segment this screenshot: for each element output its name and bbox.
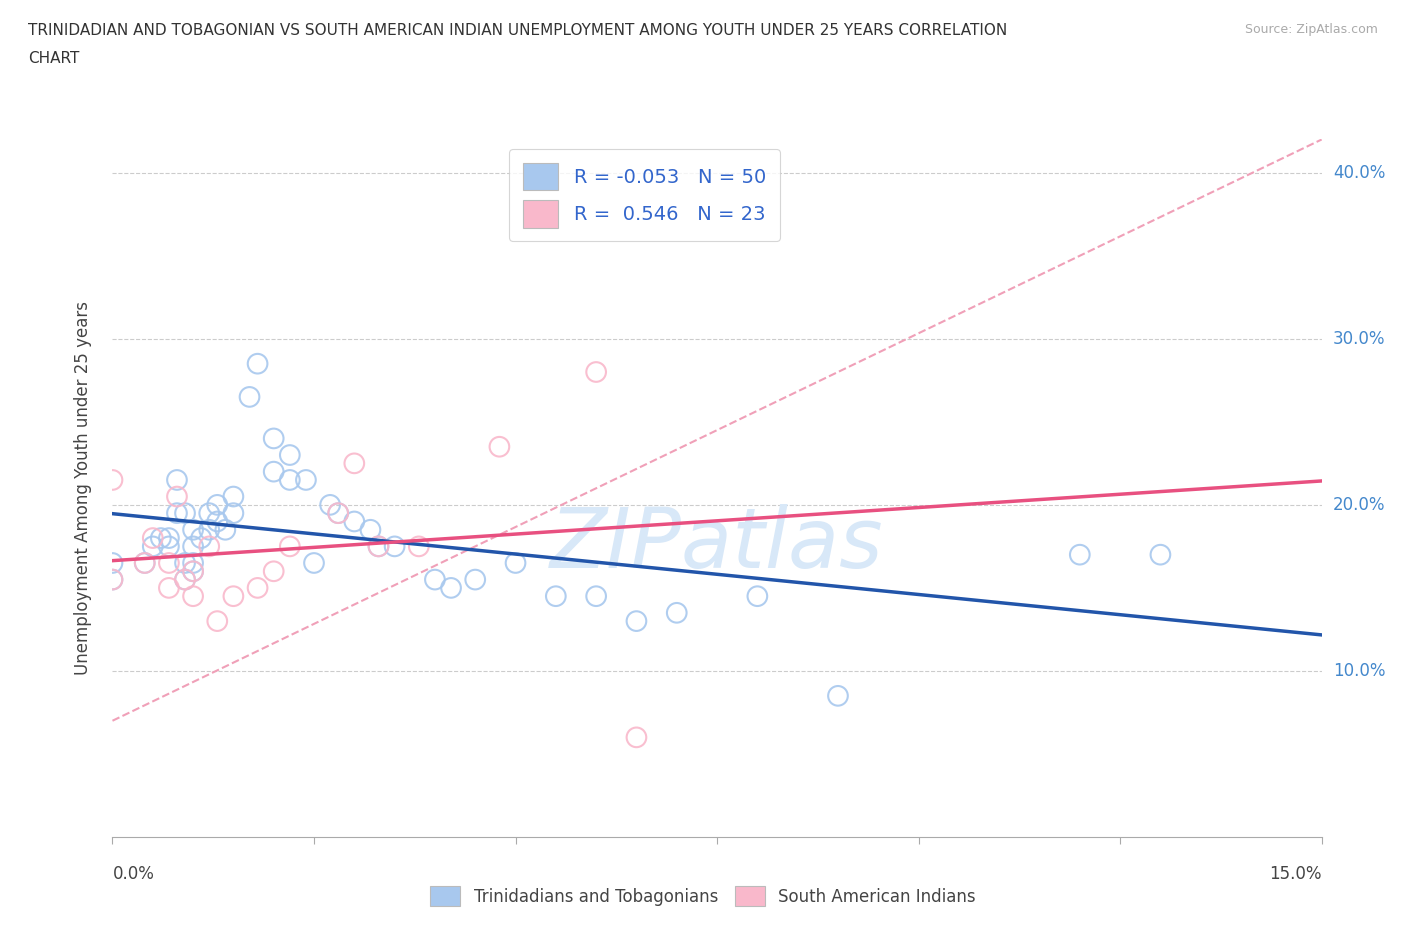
Point <box>174 555 197 570</box>
Point <box>328 506 350 521</box>
Point <box>181 555 204 570</box>
Point <box>214 523 236 538</box>
Point <box>198 506 221 521</box>
Point <box>585 589 607 604</box>
Point <box>157 539 180 554</box>
Point <box>246 580 269 595</box>
Legend: R = -0.053   N = 50, R =  0.546   N = 23: R = -0.053 N = 50, R = 0.546 N = 23 <box>509 149 779 241</box>
Point <box>359 523 381 538</box>
Point <box>343 514 366 529</box>
Y-axis label: Unemployment Among Youth under 25 years: Unemployment Among Youth under 25 years <box>73 301 91 675</box>
Text: 30.0%: 30.0% <box>1333 330 1385 348</box>
Point <box>101 472 124 487</box>
Text: 15.0%: 15.0% <box>1270 865 1322 883</box>
Point <box>423 572 446 587</box>
Point <box>464 572 486 587</box>
Point <box>101 572 124 587</box>
Point <box>278 539 301 554</box>
Point <box>827 688 849 703</box>
Point <box>263 564 285 578</box>
Text: ZIPatlas: ZIPatlas <box>550 503 884 585</box>
Point <box>166 472 188 487</box>
Point <box>142 539 165 554</box>
Point <box>166 506 188 521</box>
Point <box>181 589 204 604</box>
Point <box>181 564 204 578</box>
Point <box>190 531 212 546</box>
Point <box>222 589 245 604</box>
Point <box>222 489 245 504</box>
Point <box>585 365 607 379</box>
Point <box>166 489 188 504</box>
Point <box>157 555 180 570</box>
Point <box>246 356 269 371</box>
Text: CHART: CHART <box>28 51 80 66</box>
Point <box>134 555 156 570</box>
Point <box>157 531 180 546</box>
Point <box>505 555 527 570</box>
Legend: Trinidadians and Tobagonians, South American Indians: Trinidadians and Tobagonians, South Amer… <box>423 880 983 912</box>
Point <box>440 580 463 595</box>
Point <box>747 589 769 604</box>
Text: 10.0%: 10.0% <box>1333 662 1385 680</box>
Point <box>174 506 197 521</box>
Point <box>181 539 204 554</box>
Point <box>367 539 389 554</box>
Point <box>134 555 156 570</box>
Point <box>174 572 197 587</box>
Point <box>488 439 510 454</box>
Point <box>207 614 229 629</box>
Point <box>367 539 389 554</box>
Point <box>408 539 430 554</box>
Text: 0.0%: 0.0% <box>112 865 155 883</box>
Point <box>263 431 285 445</box>
Point <box>295 472 318 487</box>
Point <box>198 539 221 554</box>
Point <box>544 589 567 604</box>
Point <box>626 614 648 629</box>
Point <box>665 605 688 620</box>
Point <box>238 390 260 405</box>
Point <box>207 514 229 529</box>
Point <box>328 506 350 521</box>
Point <box>198 523 221 538</box>
Point <box>142 531 165 546</box>
Point <box>101 555 124 570</box>
Point <box>174 572 197 587</box>
Point <box>207 498 229 512</box>
Point <box>157 580 180 595</box>
Point <box>384 539 406 554</box>
Point <box>101 572 124 587</box>
Point <box>222 506 245 521</box>
Point <box>1069 547 1091 562</box>
Text: 20.0%: 20.0% <box>1333 496 1385 514</box>
Point <box>181 564 204 578</box>
Point <box>149 531 172 546</box>
Point <box>302 555 325 570</box>
Point <box>343 456 366 471</box>
Point <box>1149 547 1171 562</box>
Text: 40.0%: 40.0% <box>1333 164 1385 181</box>
Text: TRINIDADIAN AND TOBAGONIAN VS SOUTH AMERICAN INDIAN UNEMPLOYMENT AMONG YOUTH UND: TRINIDADIAN AND TOBAGONIAN VS SOUTH AMER… <box>28 23 1007 38</box>
Point <box>319 498 342 512</box>
Point <box>263 464 285 479</box>
Point <box>278 447 301 462</box>
Point <box>181 523 204 538</box>
Point <box>626 730 648 745</box>
Text: Source: ZipAtlas.com: Source: ZipAtlas.com <box>1244 23 1378 36</box>
Point <box>278 472 301 487</box>
